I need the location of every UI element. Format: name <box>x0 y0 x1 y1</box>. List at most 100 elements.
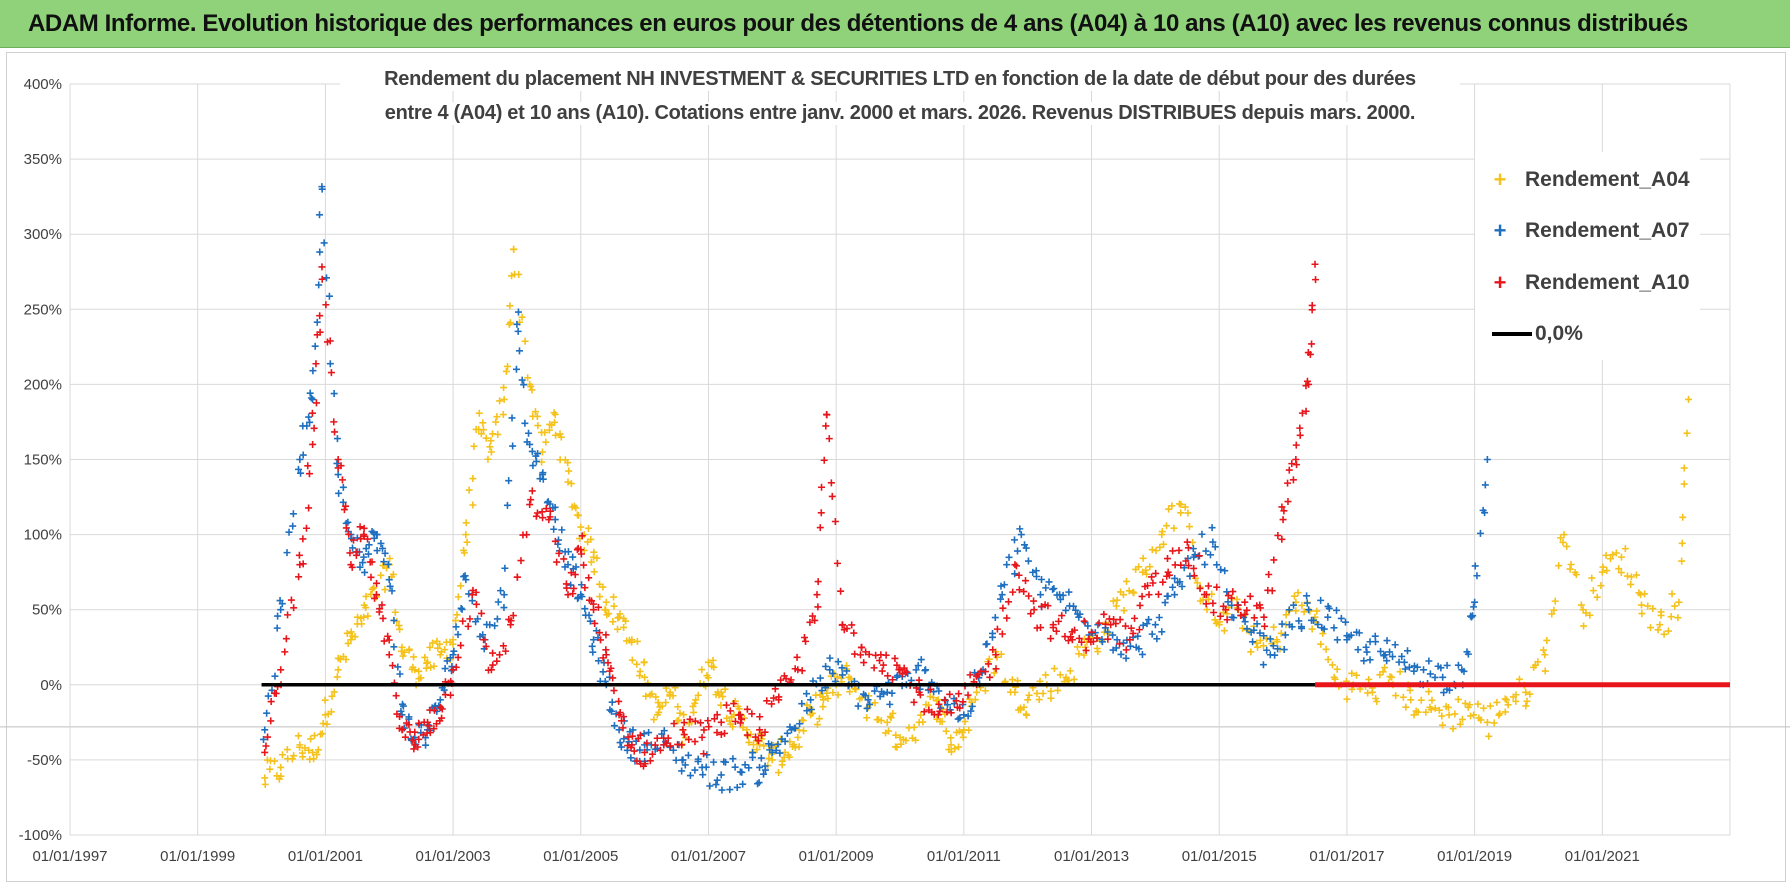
point-a04 <box>411 666 419 674</box>
point-a04 <box>479 419 487 427</box>
point-a10 <box>837 587 845 595</box>
point-a10 <box>424 718 432 726</box>
point-a10 <box>1195 552 1203 560</box>
point-a07 <box>818 687 826 695</box>
point-a04 <box>1159 540 1167 548</box>
point-a04 <box>1656 621 1664 629</box>
point-a10 <box>487 666 495 674</box>
point-a04 <box>1177 501 1185 509</box>
point-a07 <box>512 365 520 373</box>
point-a04 <box>1589 587 1597 595</box>
point-a04 <box>1177 509 1185 517</box>
point-a04 <box>1094 648 1102 656</box>
point-a04 <box>947 734 955 742</box>
point-a07 <box>1425 657 1433 665</box>
point-a07 <box>577 591 585 599</box>
point-a10 <box>560 555 568 563</box>
point-a10 <box>430 706 438 714</box>
point-a07 <box>1122 654 1130 662</box>
point-a07 <box>826 666 834 674</box>
point-a04 <box>551 410 559 418</box>
point-a07 <box>967 707 975 715</box>
point-a07 <box>1325 604 1333 612</box>
point-a04 <box>1042 671 1050 679</box>
point-a04 <box>463 538 471 546</box>
point-a04 <box>423 659 431 667</box>
point-a10 <box>710 715 718 723</box>
point-a04 <box>1456 720 1464 728</box>
point-a10 <box>1246 592 1254 600</box>
point-a10 <box>1122 646 1130 654</box>
point-a04 <box>1617 553 1625 561</box>
point-a04 <box>1522 702 1530 710</box>
point-a07 <box>513 320 521 328</box>
point-a04 <box>1368 688 1376 696</box>
point-a04 <box>271 757 279 765</box>
point-a04 <box>457 582 465 590</box>
point-a04 <box>1422 708 1430 716</box>
point-a10 <box>691 738 699 746</box>
point-a07 <box>518 376 526 384</box>
point-a04 <box>1270 623 1278 631</box>
point-a04 <box>1014 677 1022 685</box>
point-a10 <box>756 726 764 734</box>
point-a07 <box>1072 606 1080 614</box>
point-a10 <box>409 736 417 744</box>
point-a10 <box>910 698 918 706</box>
point-a10 <box>1169 547 1177 555</box>
point-a07 <box>1253 620 1261 628</box>
point-a04 <box>1668 590 1676 598</box>
point-a07 <box>1084 622 1092 630</box>
point-a07 <box>273 624 281 632</box>
point-a07 <box>1228 613 1236 621</box>
point-a04 <box>556 430 564 438</box>
point-a10 <box>284 611 292 619</box>
point-a10 <box>1298 409 1306 417</box>
point-a04 <box>377 571 385 579</box>
point-a10 <box>915 676 923 684</box>
point-a10 <box>768 700 776 708</box>
point-a04 <box>1451 710 1459 718</box>
point-a04 <box>676 709 684 717</box>
point-a10 <box>643 739 651 747</box>
point-a07 <box>1209 538 1217 546</box>
y-tick-label: 250% <box>24 301 62 318</box>
point-a04 <box>1627 580 1635 588</box>
point-a10 <box>736 711 744 719</box>
point-a04 <box>852 685 860 693</box>
point-a07 <box>1109 631 1117 639</box>
point-a10 <box>282 635 290 643</box>
point-a07 <box>672 756 680 764</box>
point-a04 <box>947 741 955 749</box>
point-a04 <box>863 714 871 722</box>
point-a04 <box>323 720 331 728</box>
point-a04 <box>926 693 934 701</box>
point-a04 <box>1449 725 1457 733</box>
point-a07 <box>774 740 782 748</box>
point-a10 <box>955 690 963 698</box>
point-a04 <box>1495 711 1503 719</box>
point-a04 <box>1602 551 1610 559</box>
point-a04 <box>593 554 601 562</box>
point-a10 <box>1278 535 1286 543</box>
point-a04 <box>430 662 438 670</box>
point-a04 <box>436 640 444 648</box>
point-a04 <box>531 408 539 416</box>
point-a04 <box>642 692 650 700</box>
point-a04 <box>1593 593 1601 601</box>
point-a07 <box>546 500 554 508</box>
point-a04 <box>641 673 649 681</box>
point-a04 <box>396 625 404 633</box>
point-a04 <box>915 718 923 726</box>
point-a04 <box>565 467 573 475</box>
point-a07 <box>551 503 559 511</box>
point-a04 <box>496 397 504 405</box>
point-a04 <box>441 646 449 654</box>
point-a07 <box>886 700 894 708</box>
point-a10 <box>398 726 406 734</box>
point-a10 <box>1216 612 1224 620</box>
point-a07 <box>1024 557 1032 565</box>
point-a07 <box>1341 618 1349 626</box>
point-a10 <box>700 726 708 734</box>
point-a04 <box>1515 675 1523 683</box>
